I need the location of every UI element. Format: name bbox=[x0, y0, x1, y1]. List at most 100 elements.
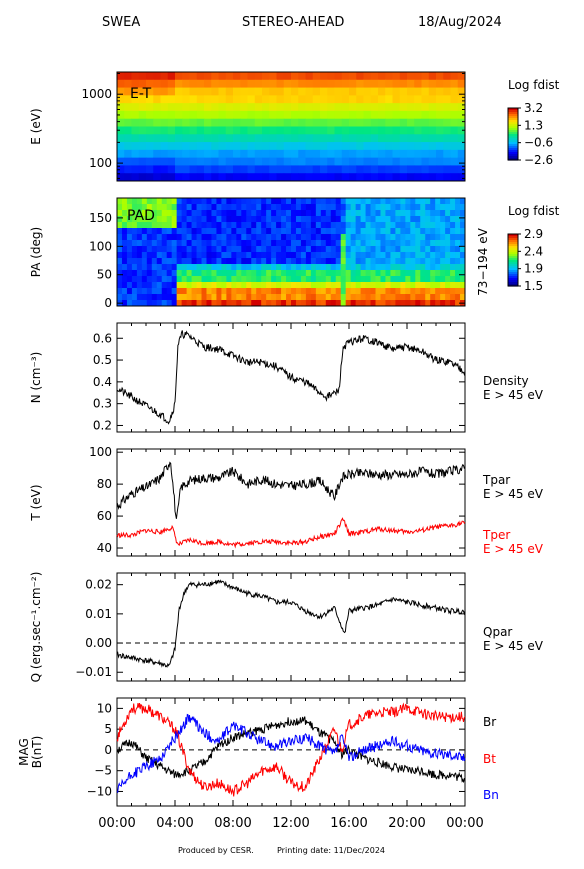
heatmap-cell bbox=[126, 300, 133, 307]
heatmap-cell bbox=[136, 246, 143, 253]
heatmap-cell bbox=[349, 95, 357, 104]
bn-legend: Bn bbox=[483, 788, 499, 802]
heatmap-cell bbox=[335, 300, 342, 307]
heatmap-cell bbox=[420, 198, 426, 205]
heatmap-cell bbox=[204, 79, 212, 89]
heatmap-cell bbox=[365, 210, 372, 217]
heatmap-cell bbox=[450, 246, 456, 253]
heatmap-cell bbox=[236, 270, 242, 277]
heatmap-cell bbox=[370, 204, 377, 211]
heatmap-cell bbox=[126, 210, 133, 217]
heatmap-cell bbox=[300, 222, 307, 229]
heatmap-cell bbox=[360, 252, 367, 259]
heatmap-cell bbox=[457, 110, 466, 120]
heatmap-cell bbox=[182, 79, 190, 89]
heatmap-cell bbox=[378, 118, 386, 127]
heatmap-cell bbox=[375, 282, 381, 289]
heatmap-cell bbox=[350, 198, 357, 205]
heatmap-cell bbox=[171, 282, 178, 289]
heatmap-cell bbox=[254, 87, 263, 96]
heatmap-cell bbox=[425, 252, 431, 259]
heatmap-cell bbox=[186, 228, 193, 235]
colorbar-cell bbox=[508, 108, 518, 111]
heatmap-cell bbox=[225, 165, 234, 174]
heatmap-cell bbox=[240, 72, 248, 81]
heatmap-cell bbox=[153, 87, 161, 96]
heatmap-cell bbox=[261, 264, 267, 271]
heatmap-cell bbox=[300, 276, 307, 283]
heatmap-cell bbox=[117, 234, 123, 241]
heatmap-cell bbox=[176, 276, 183, 283]
heatmap-cell bbox=[410, 234, 416, 241]
heatmap-cell bbox=[335, 246, 342, 253]
heatmap-cell bbox=[167, 173, 176, 182]
heatmap-cell bbox=[241, 276, 247, 283]
heatmap-cell bbox=[204, 110, 212, 120]
heatmap-cell bbox=[171, 198, 178, 205]
heatmap-cell bbox=[141, 270, 148, 277]
heatmap-cell bbox=[414, 118, 422, 127]
printing-date: Printing date: 11/Dec/2024 bbox=[277, 846, 385, 855]
heatmap-cell bbox=[286, 228, 292, 235]
heatmap-cell bbox=[276, 79, 285, 89]
heatmap-cell bbox=[186, 234, 193, 241]
heatmap-cell bbox=[121, 210, 128, 217]
heatmap-cell bbox=[445, 288, 451, 295]
heatmap-cell bbox=[124, 126, 132, 135]
heatmap-cell bbox=[146, 72, 154, 81]
heatmap-cell bbox=[414, 103, 422, 112]
heatmap-cell bbox=[218, 126, 227, 135]
heatmap-cell bbox=[226, 228, 232, 235]
heatmap-cell bbox=[156, 234, 163, 241]
heatmap-cell bbox=[395, 222, 401, 229]
heatmap-cell bbox=[226, 258, 232, 265]
heatmap-cell bbox=[400, 288, 406, 295]
heatmap-cell bbox=[211, 252, 217, 259]
heatmap-cell bbox=[327, 165, 335, 174]
heatmap-cell bbox=[160, 142, 169, 151]
heatmap-cell bbox=[295, 228, 302, 235]
heatmap-cell bbox=[117, 276, 123, 283]
heatmap-cell bbox=[355, 288, 362, 295]
heatmap-cell bbox=[330, 294, 337, 301]
heatmap-cell bbox=[443, 79, 451, 89]
heatmap-cell bbox=[171, 294, 178, 301]
heatmap-cell bbox=[286, 282, 292, 289]
colorbar-cell bbox=[508, 274, 518, 277]
heatmap-cell bbox=[256, 276, 262, 283]
heatmap-cell bbox=[281, 222, 287, 229]
heatmap-cell bbox=[325, 210, 332, 217]
heatmap-cell bbox=[378, 110, 386, 120]
heatmap-cell bbox=[345, 198, 352, 205]
heatmap-cell bbox=[271, 222, 277, 229]
heatmap-cell bbox=[310, 216, 317, 223]
heatmap-cell bbox=[175, 72, 183, 81]
heatmap-cell bbox=[330, 228, 337, 235]
heatmap-cell bbox=[211, 222, 217, 229]
heatmap-cell bbox=[345, 210, 352, 217]
heatmap-cell bbox=[276, 288, 282, 295]
heatmap-cell bbox=[225, 110, 234, 120]
temperature-y-tick-label: 80 bbox=[97, 477, 112, 491]
heatmap-cell bbox=[315, 288, 322, 295]
heatmap-cell bbox=[146, 198, 153, 205]
heatmap-cell bbox=[421, 126, 430, 135]
heatmap-cell bbox=[420, 234, 426, 241]
heatmap-cell bbox=[121, 240, 128, 247]
heatmap-cell bbox=[428, 87, 437, 96]
heatmap-cell bbox=[305, 258, 312, 265]
heatmap-cell bbox=[385, 288, 391, 295]
heatmap-cell bbox=[138, 173, 147, 182]
heatmap-cell bbox=[363, 134, 372, 143]
heatmap-cell bbox=[261, 252, 267, 259]
heatmap-cell bbox=[440, 282, 446, 289]
heatmap-cell bbox=[414, 134, 422, 143]
heatmap-cell bbox=[211, 270, 217, 277]
heatmap-cell bbox=[256, 270, 262, 277]
heatmap-cell bbox=[460, 246, 466, 253]
heatmap-cell bbox=[189, 95, 198, 104]
heatmap-cell bbox=[117, 95, 125, 104]
heatmap-cell bbox=[370, 252, 377, 259]
heatmap-cell bbox=[211, 294, 217, 301]
heatmap-cell bbox=[370, 87, 379, 96]
